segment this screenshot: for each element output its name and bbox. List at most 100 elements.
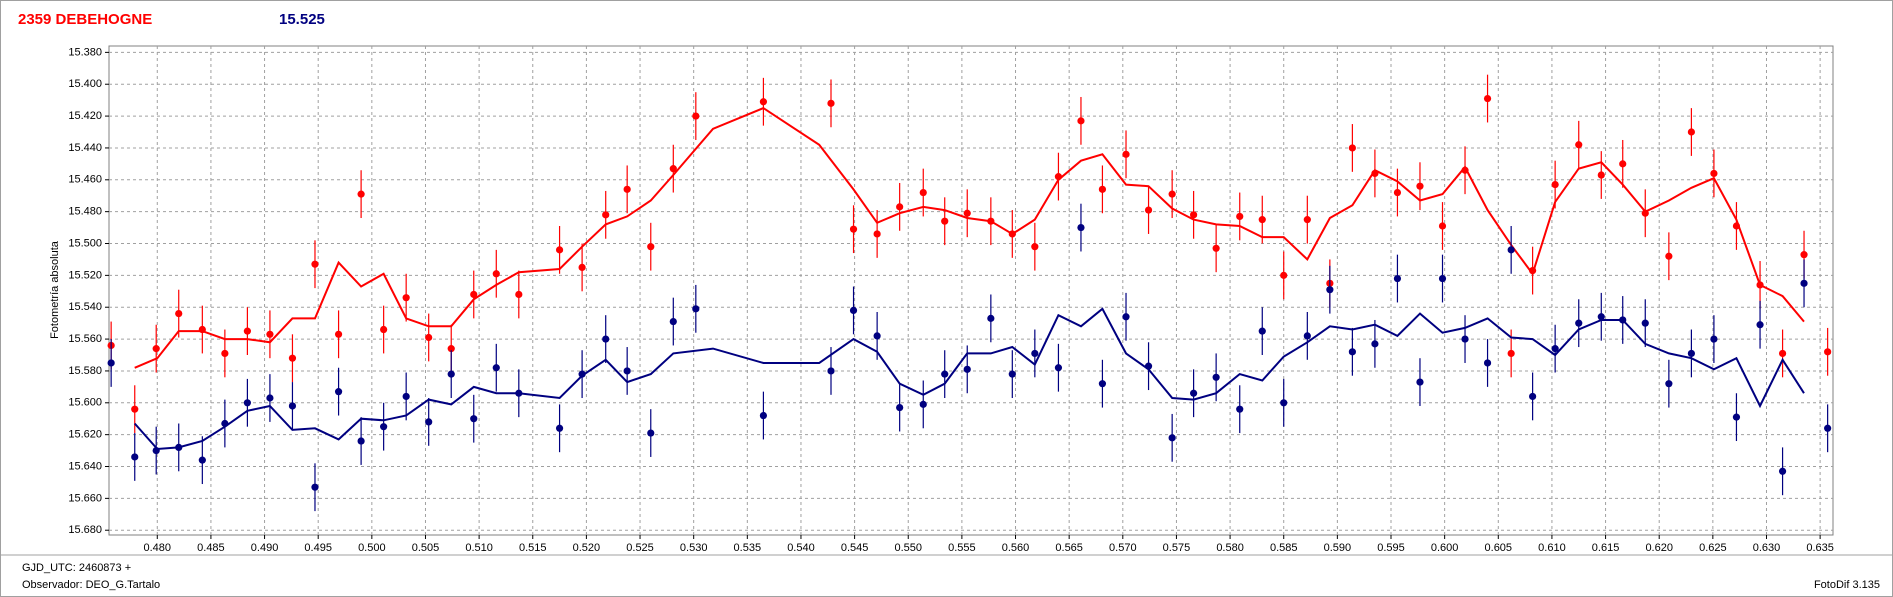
data-point xyxy=(1529,266,1537,275)
data-point xyxy=(1710,169,1718,178)
data-point xyxy=(1597,171,1605,179)
y-tick-label: 15.500 xyxy=(68,237,102,249)
data-point xyxy=(470,290,478,299)
x-tick-label: 0.480 xyxy=(144,542,172,554)
x-tick-label: 0.620 xyxy=(1645,542,1673,554)
data-point xyxy=(515,290,523,299)
data-point xyxy=(1665,380,1673,388)
data-point xyxy=(1054,173,1063,181)
data-point xyxy=(602,211,610,219)
data-point xyxy=(402,294,410,302)
data-point xyxy=(1371,169,1379,178)
x-tick-label: 0.550 xyxy=(894,542,922,554)
data-point xyxy=(1393,188,1402,197)
x-tick-label: 0.585 xyxy=(1270,542,1298,554)
y-tick-label: 15.680 xyxy=(68,524,102,536)
data-point xyxy=(1824,348,1832,356)
data-point xyxy=(1416,182,1424,190)
y-tick-label: 15.480 xyxy=(68,206,102,218)
data-point xyxy=(1031,349,1039,358)
data-point xyxy=(492,364,500,372)
data-point xyxy=(849,306,858,315)
x-tick-label: 0.500 xyxy=(358,542,386,554)
data-point xyxy=(1665,252,1673,260)
x-tick-label: 0.595 xyxy=(1377,542,1405,554)
data-point xyxy=(555,424,564,432)
data-point xyxy=(515,389,523,397)
data-point xyxy=(623,185,631,193)
data-point xyxy=(1280,271,1288,279)
data-point xyxy=(1507,246,1515,254)
x-tick-label: 0.510 xyxy=(465,542,493,554)
data-point xyxy=(1236,405,1244,413)
data-point xyxy=(380,423,388,431)
data-point xyxy=(1619,160,1627,168)
x-tick-label: 0.565 xyxy=(1055,542,1083,554)
data-point xyxy=(311,260,319,268)
data-point xyxy=(221,349,229,358)
data-point xyxy=(578,370,586,378)
x-tick-label: 0.615 xyxy=(1592,542,1620,554)
x-tick-label: 0.560 xyxy=(1002,542,1030,554)
chart-subtitle: 15.525 xyxy=(279,11,325,28)
data-point xyxy=(492,270,500,278)
data-point xyxy=(602,335,610,343)
data-point xyxy=(1212,373,1220,381)
chart-title: 2359 DEBEHOGNE xyxy=(18,11,152,28)
x-tick-label: 0.505 xyxy=(412,542,440,554)
data-point xyxy=(1008,230,1016,238)
data-point xyxy=(175,309,183,318)
x-tick-label: 0.535 xyxy=(734,542,762,554)
data-point xyxy=(1190,211,1198,219)
data-point xyxy=(759,98,768,106)
x-tick-label: 0.490 xyxy=(251,542,279,554)
data-point xyxy=(941,370,949,378)
data-point xyxy=(1303,216,1311,224)
data-point xyxy=(578,263,586,272)
plot-area: 15.380 15.400 15.420 15.440 15.460 15.480 15.5… xyxy=(68,45,1834,554)
data-point xyxy=(1190,389,1198,397)
data-point xyxy=(357,437,365,445)
data-point xyxy=(1824,424,1832,432)
y-tick-label: 15.620 xyxy=(68,429,102,441)
data-point xyxy=(1438,222,1447,230)
data-point xyxy=(107,359,115,367)
y-tick-label: 15.640 xyxy=(68,460,102,472)
data-point xyxy=(1348,348,1356,356)
data-point xyxy=(1348,144,1356,152)
data-point xyxy=(334,330,343,338)
data-point xyxy=(447,370,455,378)
data-point xyxy=(1800,251,1808,259)
data-point xyxy=(692,112,700,120)
data-point xyxy=(963,365,971,373)
plot-background xyxy=(108,45,1834,536)
footer-date: GJD_UTC: 2460873 + xyxy=(22,562,131,574)
x-tick-label: 0.635 xyxy=(1806,542,1834,554)
x-tick-label: 0.485 xyxy=(197,542,225,554)
data-point xyxy=(1303,332,1311,340)
data-point xyxy=(1732,222,1741,230)
data-point xyxy=(1597,313,1605,321)
data-point xyxy=(243,399,251,407)
data-point xyxy=(1756,321,1764,329)
data-point xyxy=(1710,335,1718,343)
data-point xyxy=(1258,327,1266,335)
data-point xyxy=(669,317,677,326)
y-tick-label: 15.520 xyxy=(68,269,102,281)
data-point xyxy=(1641,319,1649,327)
data-point xyxy=(1778,467,1787,475)
data-point xyxy=(827,367,835,375)
data-point xyxy=(1732,413,1741,421)
data-point xyxy=(288,354,297,362)
x-tick-label: 0.580 xyxy=(1216,542,1244,554)
data-point xyxy=(1575,141,1583,149)
x-tick-label: 0.540 xyxy=(787,542,815,554)
x-tick-label: 0.575 xyxy=(1163,542,1191,554)
data-point xyxy=(692,305,700,313)
data-point xyxy=(873,332,881,340)
data-point xyxy=(266,394,274,402)
data-point xyxy=(243,327,251,335)
data-point xyxy=(623,367,631,375)
data-point xyxy=(131,453,139,461)
